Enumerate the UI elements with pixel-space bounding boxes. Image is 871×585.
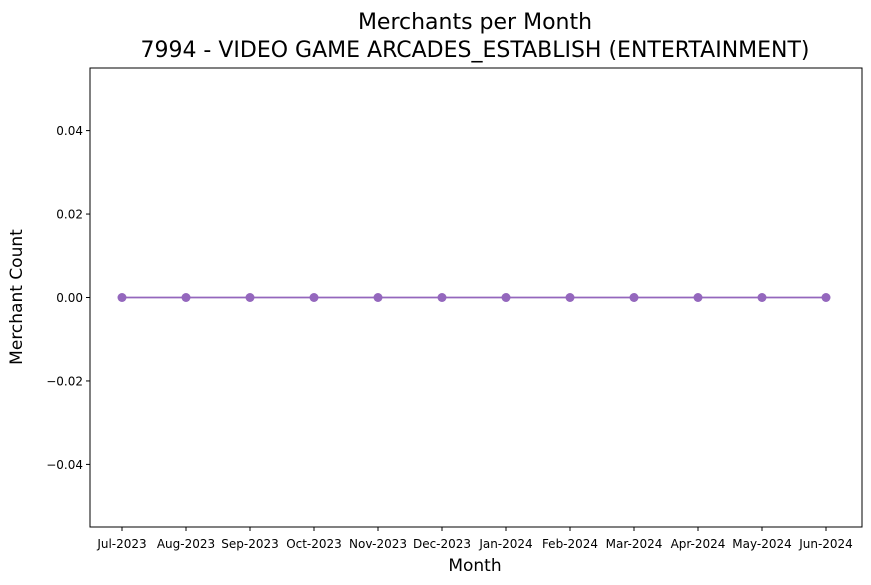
data-point-may-2024 [757,293,767,302]
x-tick-label: Apr-2024 [671,537,726,551]
y-axis-label: Merchant Count [7,229,27,365]
y-tick-label: 0.04 [56,124,83,138]
x-tick-label: Dec-2023 [413,537,471,551]
y-tick-label: −0.02 [46,374,83,388]
x-tick-label: Jun-2024 [798,537,853,551]
plot-area-frame [89,67,863,528]
y-axis-ticks: −0.04 −0.02 0.00 0.02 0.04 [46,124,90,472]
chart-title: Merchants per Month [358,10,592,35]
data-point-jul-2023 [117,293,127,302]
x-tick-label: Oct-2023 [286,537,342,551]
data-point-sep-2023 [245,293,255,302]
data-point-dec-2023 [437,293,447,302]
data-point-nov-2023 [373,293,383,302]
x-tick-label: Sep-2023 [221,537,279,551]
x-tick-label: May-2024 [732,537,791,551]
x-tick-label: Mar-2024 [606,537,663,551]
x-axis-label: Month [448,556,501,576]
y-tick-label: −0.04 [46,458,83,472]
data-point-oct-2023 [309,293,319,302]
data-point-mar-2024 [629,293,639,302]
y-tick-label: 0.00 [56,291,83,305]
series-layer [117,293,831,302]
x-tick-label: Nov-2023 [349,537,407,551]
data-point-apr-2024 [693,293,703,302]
data-point-aug-2023 [181,293,191,302]
x-axis-ticks: Jul-2023 Aug-2023 Sep-2023 Oct-2023 Nov-2023… [96,527,853,551]
data-point-jan-2024 [501,293,511,302]
x-tick-label: Feb-2024 [542,537,598,551]
x-tick-label: Jan-2024 [478,537,532,551]
x-tick-label: Jul-2023 [96,537,146,551]
y-tick-label: 0.02 [56,208,83,222]
x-tick-label: Aug-2023 [157,537,215,551]
data-point-feb-2024 [565,293,575,302]
chart-subtitle: 7994 - VIDEO GAME ARCADES_ESTABLISH (ENT… [140,38,809,63]
data-point-jun-2024 [821,293,831,302]
